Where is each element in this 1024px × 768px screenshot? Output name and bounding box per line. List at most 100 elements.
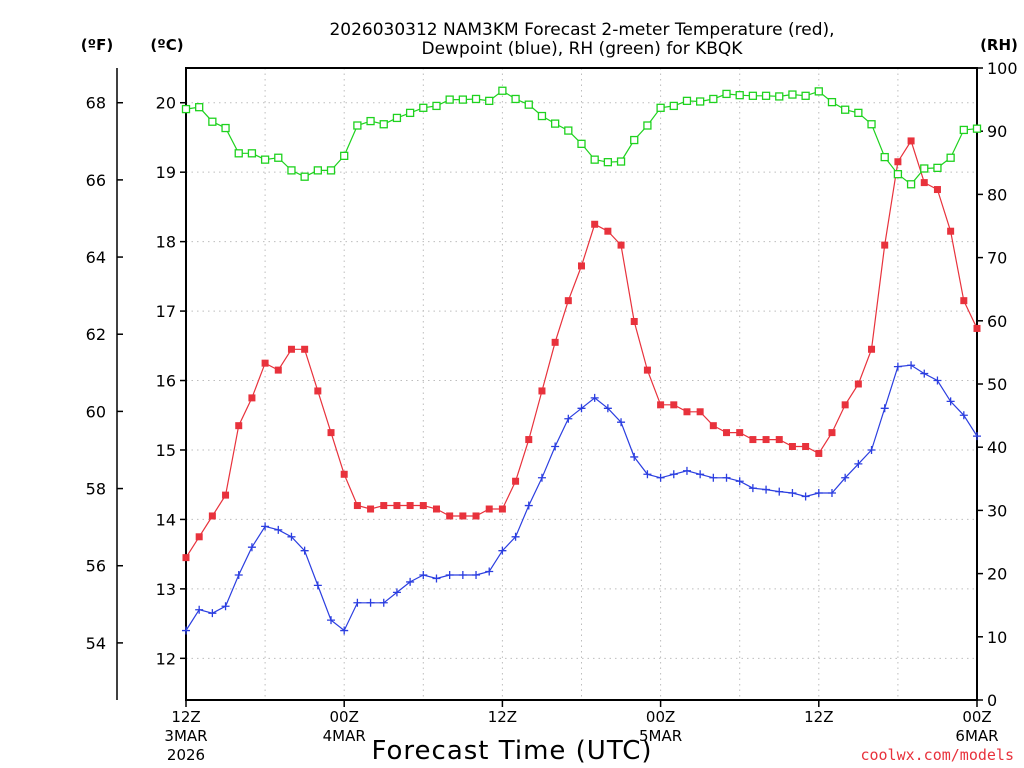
2-meter-temperature-point xyxy=(907,137,915,145)
dewpoint-point xyxy=(788,489,797,498)
rh-tick-label: 0 xyxy=(987,691,997,710)
chart-title-line1: 2026030312 NAM3KM Forecast 2-meter Tempe… xyxy=(329,20,834,40)
2-meter-temperature-point xyxy=(630,317,638,325)
dewpoint-point xyxy=(590,393,599,402)
rh-point xyxy=(458,95,468,104)
dewpoint-point xyxy=(234,570,243,579)
celsius-tick-label: 12 xyxy=(156,649,176,668)
dewpoint-point xyxy=(814,489,823,498)
x-tick-label: 00Z xyxy=(962,708,991,726)
rh-point xyxy=(432,101,441,111)
2-meter-temperature-point xyxy=(578,262,585,270)
dewpoint-point xyxy=(748,484,757,493)
rh-point xyxy=(577,139,586,148)
dewpoint-point xyxy=(696,470,705,479)
dewpoint-point xyxy=(274,525,283,534)
rh-tick-label: 100 xyxy=(987,59,1018,78)
2-meter-temperature-point xyxy=(604,227,612,235)
rh-point xyxy=(775,92,784,101)
dewpoint-point xyxy=(458,570,467,579)
rh-tick-label: 80 xyxy=(987,185,1007,204)
celsius-tick-label: 20 xyxy=(156,94,176,113)
celsius-tick-label: 16 xyxy=(156,372,176,391)
rh-unit-label: (RH) xyxy=(980,36,1018,54)
rh-point xyxy=(195,103,204,112)
2-meter-temperature-point xyxy=(432,505,440,513)
2-meter-temperature-point xyxy=(828,429,836,437)
2-meter-temperature-point xyxy=(657,401,665,409)
dewpoint-point xyxy=(511,532,520,541)
rh-point xyxy=(260,155,270,164)
2-meter-temperature-point xyxy=(538,387,546,395)
rh-point xyxy=(471,94,481,104)
dewpoint-point xyxy=(406,577,415,586)
2-meter-temperature-point xyxy=(564,297,572,305)
2-meter-temperature-point xyxy=(406,502,414,510)
rh-point xyxy=(221,123,230,133)
dewpoint-point xyxy=(537,473,546,482)
dewpoint-point xyxy=(551,442,560,451)
rh-point xyxy=(696,97,705,106)
dewpoint-point xyxy=(867,445,876,454)
dewpoint-point xyxy=(182,626,190,635)
celsius-tick-label: 14 xyxy=(156,510,176,529)
x-tick-label: 00Z xyxy=(646,708,675,726)
dewpoint-point xyxy=(854,459,863,468)
dewpoint-point xyxy=(801,492,810,501)
credit-label: coolwx.com/models xyxy=(860,746,1014,764)
celsius-unit-label: (ºC) xyxy=(150,36,183,54)
chart-title-line2: Dewpoint (blue), RH (green) for KBQK xyxy=(422,39,744,59)
2-meter-temperature-point xyxy=(446,512,454,520)
rh-point xyxy=(827,97,837,107)
2-meter-temperature-point xyxy=(340,470,348,478)
dewpoint-point xyxy=(221,602,230,611)
dewpoint-point xyxy=(933,376,942,385)
x-tick-label: 12Z xyxy=(804,708,833,726)
2-meter-temperature-point xyxy=(736,429,744,437)
2-meter-temperature-point xyxy=(301,345,309,353)
rh-point xyxy=(801,91,810,100)
2-meter-temperature-point xyxy=(815,449,823,457)
rh-point xyxy=(682,96,692,106)
celsius-tick-label: 18 xyxy=(156,233,176,252)
2-meter-temperature-point xyxy=(670,401,678,409)
rh-point xyxy=(537,111,547,121)
2-meter-temperature-point xyxy=(894,158,902,166)
2-meter-temperature-point xyxy=(960,297,968,305)
2-meter-temperature-point xyxy=(393,502,401,510)
dewpoint-point xyxy=(327,616,336,625)
2-meter-temperature-point xyxy=(617,241,625,249)
rh-point xyxy=(854,108,863,118)
rh-point xyxy=(511,94,520,104)
dewpoint-point xyxy=(630,452,639,461)
rh-point xyxy=(313,166,322,175)
2-meter-temperature-point xyxy=(367,505,375,513)
dewpoint-point xyxy=(392,588,401,597)
rh-point xyxy=(247,149,257,158)
rh-point xyxy=(630,135,639,145)
fahrenheit-tick-label: 64 xyxy=(86,248,106,267)
dewpoint-point xyxy=(775,487,784,496)
celsius-tick-label: 19 xyxy=(156,163,176,182)
2-meter-temperature-point xyxy=(591,220,599,228)
dewpoint-point xyxy=(643,470,652,479)
dewpoint-point xyxy=(735,477,744,486)
x-tick-label: 12Z xyxy=(171,708,200,726)
rh-tick-label: 60 xyxy=(987,312,1007,331)
rh-point xyxy=(867,120,876,129)
dewpoint-point xyxy=(313,581,322,590)
2-meter-temperature-point xyxy=(749,436,757,444)
rh-point xyxy=(564,126,573,135)
dewpoint-point xyxy=(959,411,968,420)
dewpoint-point xyxy=(907,361,916,370)
dewpoint-point xyxy=(247,543,256,552)
rh-point xyxy=(326,166,336,175)
rh-point xyxy=(722,89,731,99)
2-meter-temperature-point xyxy=(380,502,388,510)
dewpoint-point xyxy=(208,609,217,618)
dewpoint-point xyxy=(841,473,850,482)
dewpoint-point xyxy=(485,567,494,576)
2-meter-temperature-point xyxy=(274,366,282,374)
2-meter-temperature-point xyxy=(841,401,849,409)
2-meter-temperature-point xyxy=(696,408,704,416)
